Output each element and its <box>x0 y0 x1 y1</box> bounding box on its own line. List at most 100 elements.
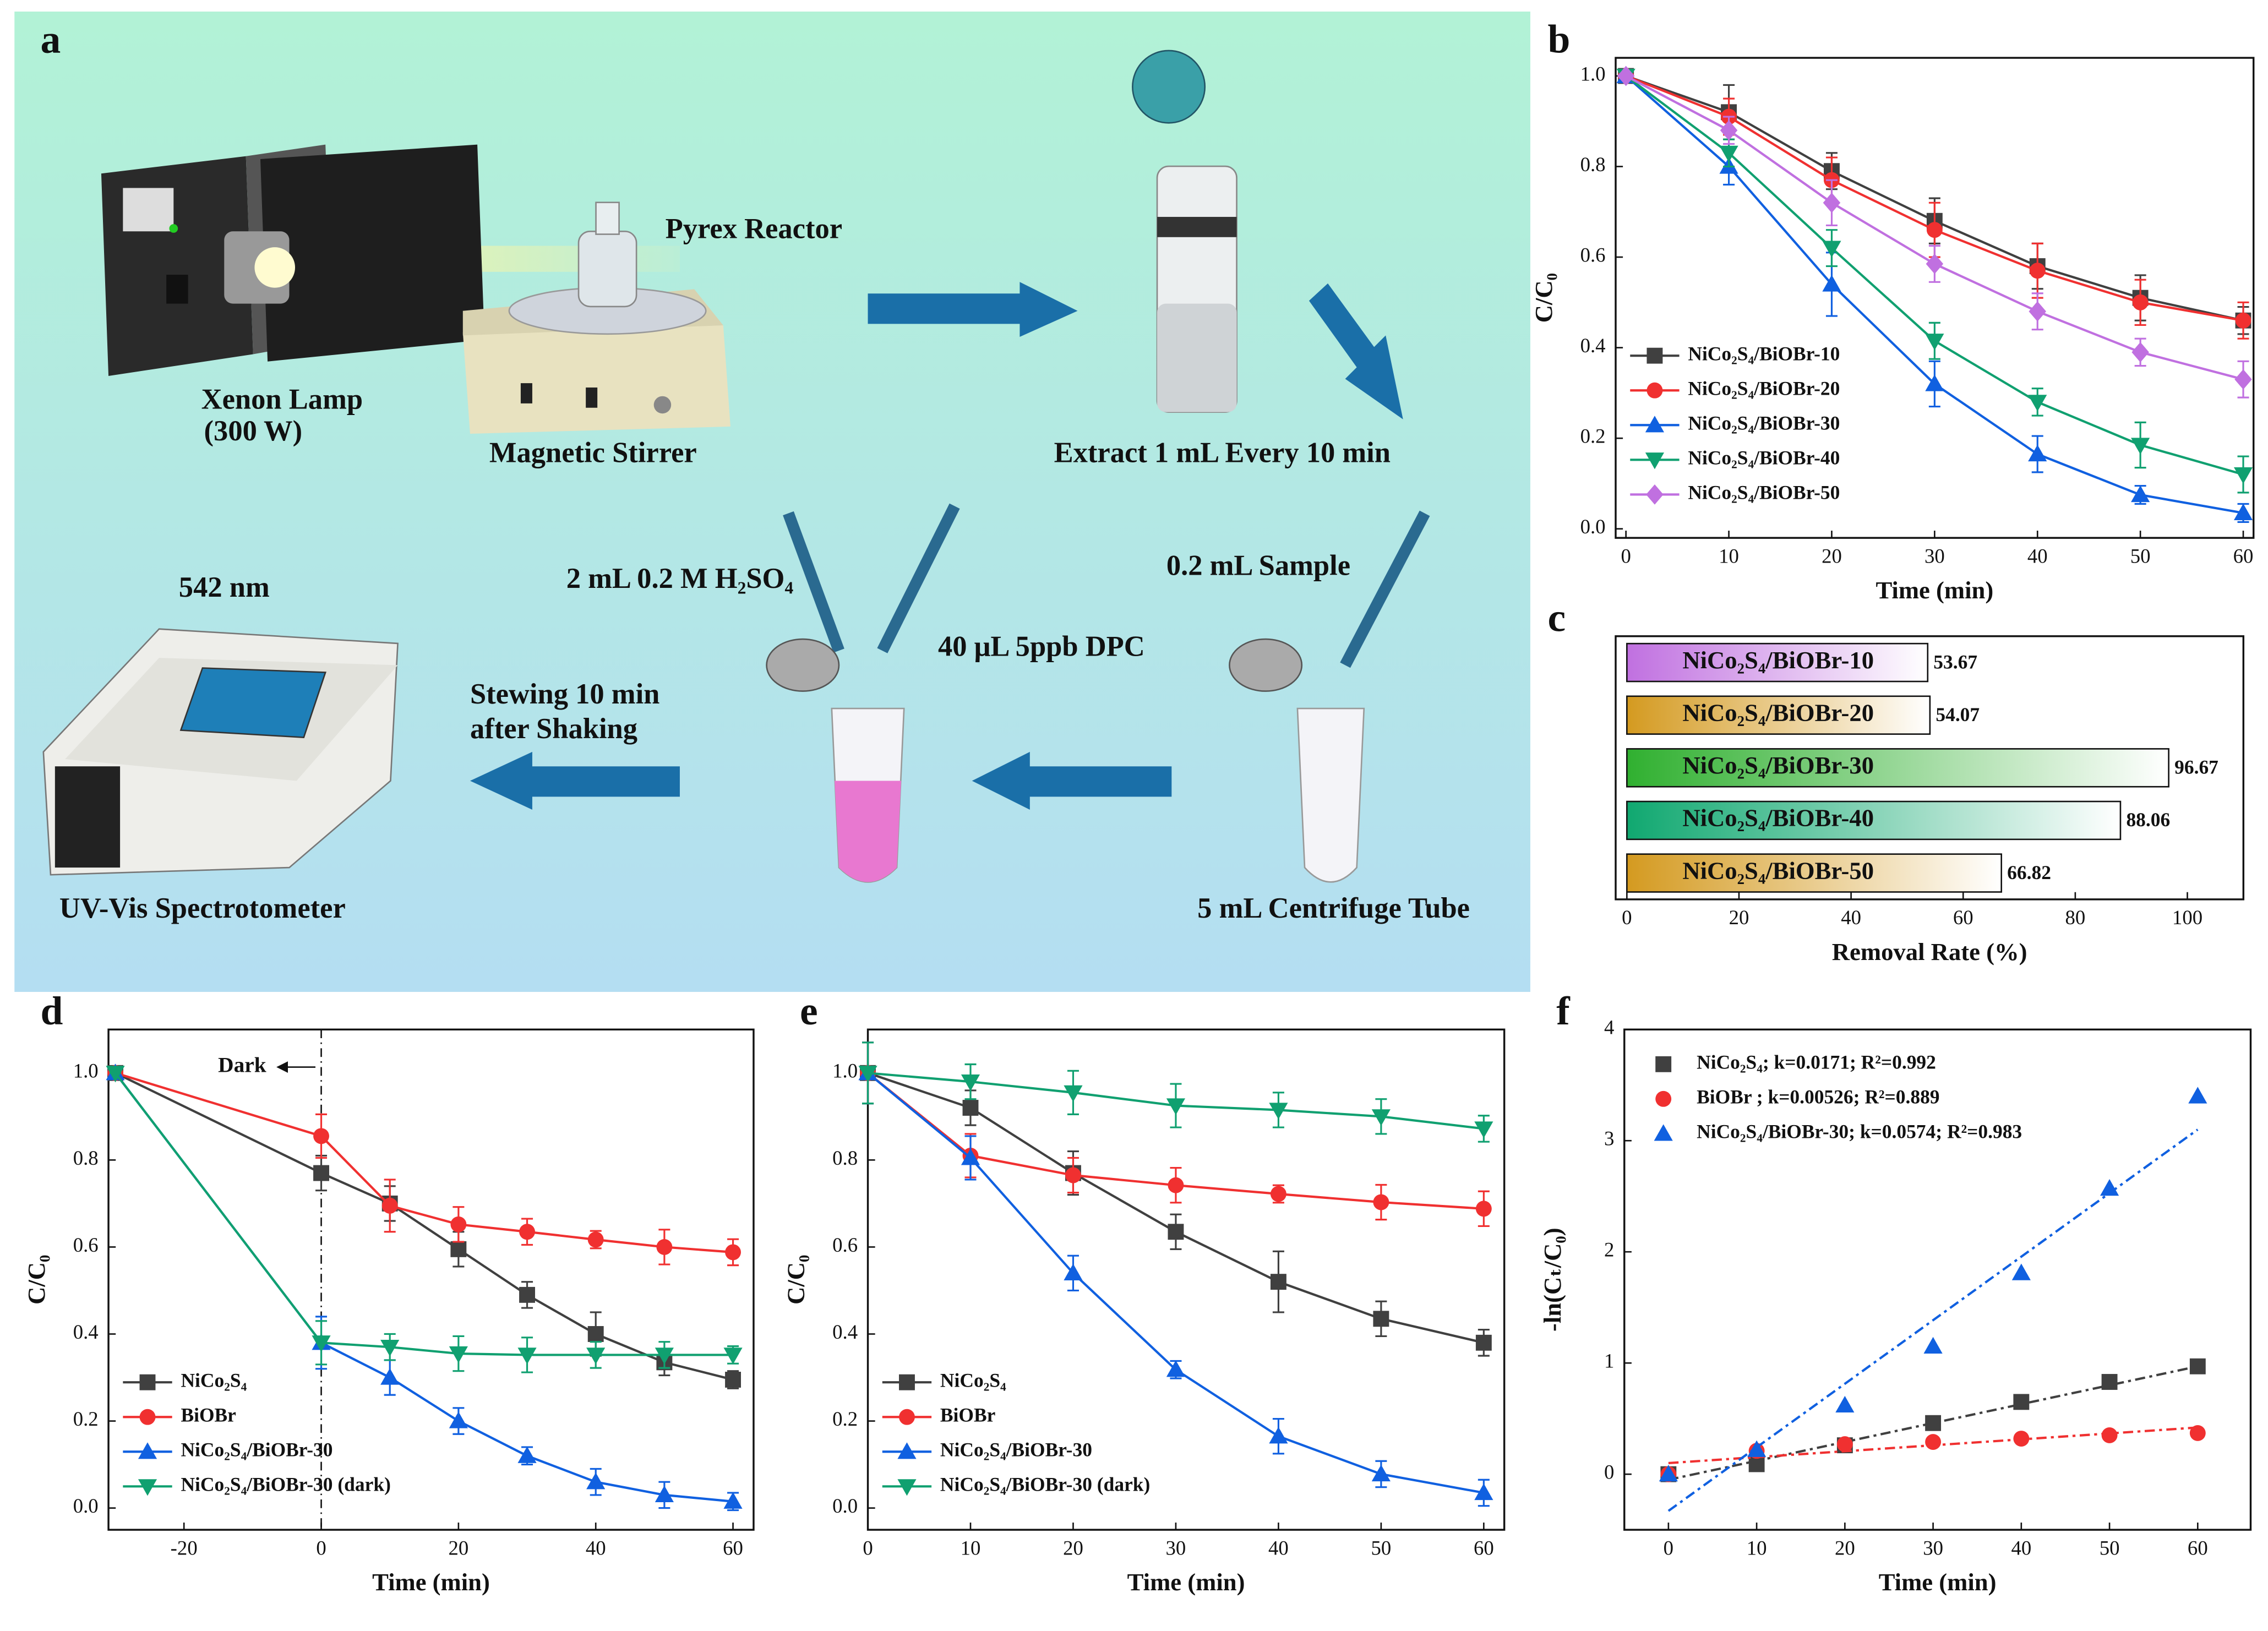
y-tick-label: 1.0 <box>832 1060 858 1082</box>
marker <box>139 1409 156 1425</box>
panel-label: d <box>41 988 63 1033</box>
schematic-label: 5 mL Centrifuge Tube <box>1197 892 1470 924</box>
marker <box>587 1326 604 1342</box>
y-tick-label: 4 <box>1604 1016 1614 1039</box>
value-label: 53.67 <box>1933 651 1977 673</box>
schematic-label: Magnetic Stirrer <box>489 437 697 469</box>
marker <box>2131 485 2150 503</box>
legend-label: BiOBr <box>940 1404 995 1426</box>
x-tick-label: 20 <box>1835 1536 1855 1559</box>
marker <box>450 1216 467 1232</box>
x-tick-label: 60 <box>723 1536 743 1559</box>
marker <box>1371 1464 1391 1482</box>
y-tick-label: 1.0 <box>1580 62 1606 85</box>
x-tick-label: 60 <box>2188 1536 2208 1559</box>
y-tick-label: 1.0 <box>73 1060 99 1082</box>
reactor-neck <box>595 201 620 235</box>
y-tick-label: 0.2 <box>832 1408 858 1430</box>
legend-label: NiCo₂S₄; k=0.0171; R²=0.992 <box>1697 1051 1936 1073</box>
x-tick-label: 30 <box>1923 1536 1943 1559</box>
stirrer-knob <box>520 383 532 403</box>
marker <box>962 1100 979 1116</box>
y-axis-label: C/C₀ <box>782 1255 810 1305</box>
x-tick-label: 10 <box>1719 544 1739 567</box>
plot-frame <box>107 1028 755 1531</box>
x-tick-label: 40 <box>586 1536 606 1559</box>
lamp-switch <box>166 275 188 304</box>
panel-label: e <box>800 988 818 1033</box>
bar <box>1626 695 1931 735</box>
x-tick-label: 50 <box>2130 544 2151 567</box>
bar <box>1626 853 2002 893</box>
marker <box>2028 444 2047 462</box>
marker <box>449 1346 468 1363</box>
chart-panel: f 0 10 20 30 40 50 60 0 1 2 3 4 Time (min) -ln(Cₜ/C₀) N… <box>1539 988 2252 1596</box>
marker <box>1064 1263 1083 1280</box>
plot-frame <box>866 1028 1506 1531</box>
legend-label: NiCo₂S₄/BiOBr-30 <box>1688 412 1840 434</box>
marker <box>858 1066 877 1083</box>
lamp-panel <box>123 188 174 232</box>
arrow <box>972 751 1172 810</box>
x-tick-label: 20 <box>1729 906 1749 929</box>
marker <box>1166 1098 1186 1115</box>
x-tick-label: 20 <box>448 1536 468 1559</box>
series-line <box>115 1072 734 1381</box>
x-tick-label: 0 <box>1621 544 1631 567</box>
stirrer <box>462 325 730 434</box>
marker <box>2235 312 2251 329</box>
x-tick-label: 0 <box>1622 906 1632 929</box>
marker <box>1923 1337 1943 1354</box>
marker <box>381 1197 398 1214</box>
marker <box>725 1244 742 1261</box>
vial-liquid <box>1157 303 1237 412</box>
schematic-label: Xenon Lamp <box>201 383 363 415</box>
spectrometer-port <box>54 766 121 868</box>
y-tick-label: 3 <box>1604 1127 1614 1150</box>
value-label: 96.67 <box>2174 756 2218 778</box>
bar-category-label: NiCo₂S₄/BiOBr-10 <box>1682 646 1874 674</box>
marker <box>312 1335 331 1352</box>
panel-label: c <box>1547 594 1566 640</box>
marker <box>897 1442 917 1459</box>
legend-label: NiCo₂S₄/BiOBr-30 (dark) <box>940 1473 1150 1495</box>
y-tick-label: 0.4 <box>73 1321 99 1343</box>
marker <box>2234 369 2252 390</box>
marker <box>380 1340 400 1357</box>
marker <box>1270 1274 1286 1290</box>
marker <box>138 1442 157 1459</box>
marker <box>1647 347 1663 364</box>
x-tick-label: 60 <box>1953 906 1973 929</box>
y-tick-label: 0.8 <box>832 1147 858 1169</box>
marker <box>2233 467 2253 484</box>
y-tick-label: 0.8 <box>1580 153 1606 176</box>
marker <box>2131 342 2149 363</box>
chart-panel: c 0 20 40 60 80 100 Removal Rate (%) NiCo₂S₄/BiO… <box>1547 594 2245 965</box>
bar-category-label: NiCo₂S₄/BiOBr-20 <box>1682 699 1874 726</box>
marker <box>1646 484 1664 505</box>
x-tick-label: 20 <box>1063 1536 1083 1559</box>
marker <box>1373 1194 1389 1210</box>
x-axis-label: Time (min) <box>1876 576 1993 604</box>
marker <box>2013 1394 2030 1410</box>
panel-label: b <box>1547 17 1570 62</box>
centrifuge-tube <box>1296 707 1365 883</box>
x-tick-label: 60 <box>1474 1536 1494 1559</box>
chart-panel: e 0 10 20 30 40 50 60 0.0 0.2 0.4 0.6 0.8 1.0 Time (mi… <box>782 988 1506 1596</box>
chart-panel: b 0 10 20 30 40 50 60 0.0 0.2 0.4 0.6 0.8 1.0 Time (mi… <box>1530 17 2255 604</box>
marker <box>380 1368 400 1385</box>
bar <box>1626 642 1929 683</box>
marker <box>519 1286 535 1303</box>
marker <box>1373 1311 1389 1327</box>
schematic-label: 542 nm <box>179 571 270 603</box>
y-axis-label: C/C₀ <box>23 1255 50 1305</box>
marker <box>586 1472 606 1490</box>
bar-category-label: NiCo₂S₄/BiOBr-40 <box>1682 804 1874 832</box>
marker <box>2188 1087 2207 1104</box>
marker <box>517 1348 537 1365</box>
marker <box>1654 1124 1673 1141</box>
series-line <box>867 1072 1484 1494</box>
tube-cap <box>1229 638 1303 692</box>
y-axis-label: C/C₀ <box>1530 273 1557 323</box>
y-tick-label: 0.2 <box>1580 425 1606 448</box>
